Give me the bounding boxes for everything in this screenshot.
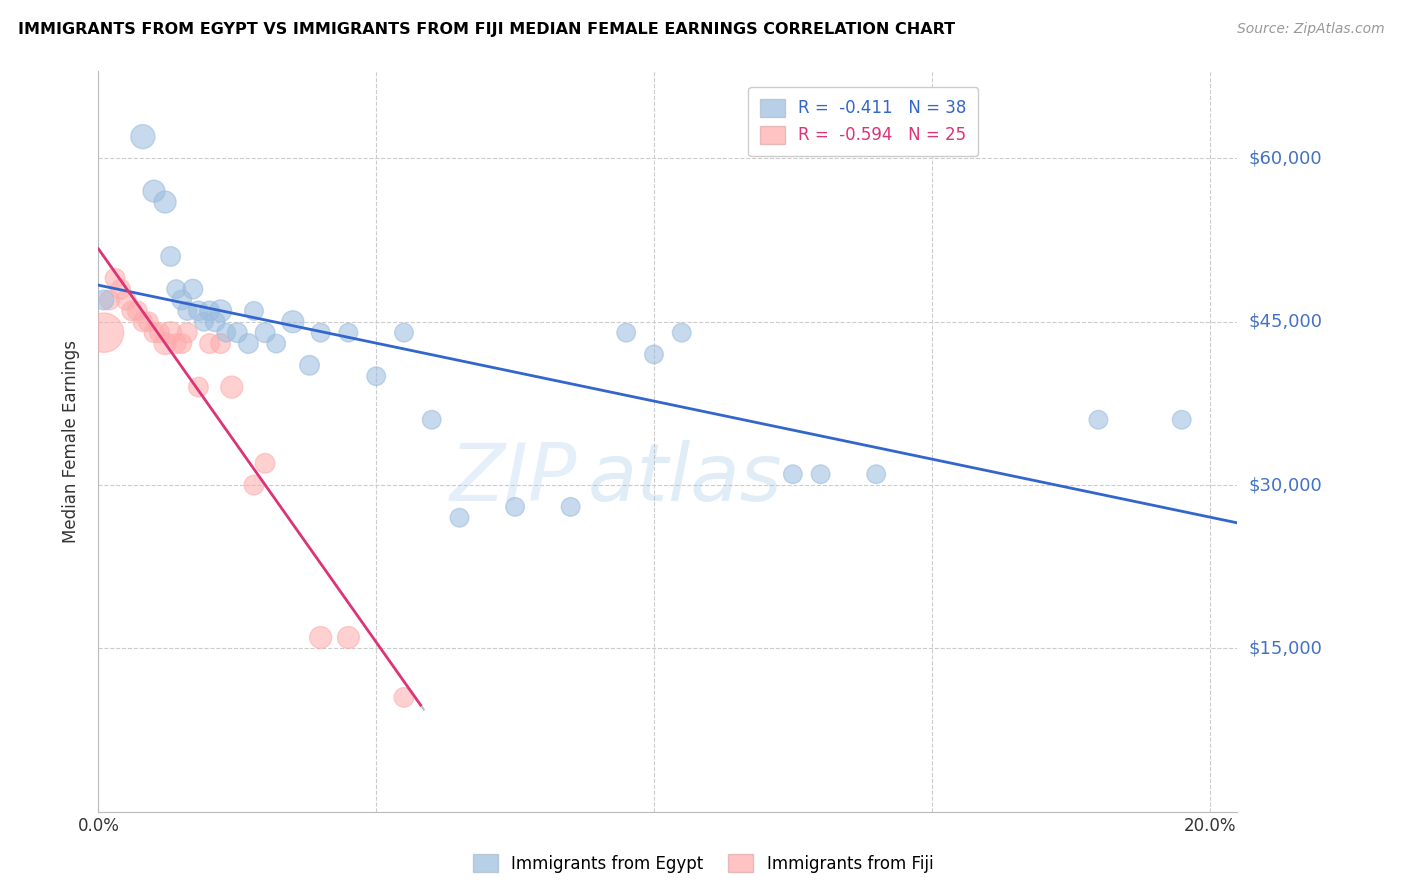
Point xyxy=(254,456,277,470)
Text: ZIP: ZIP xyxy=(450,440,576,517)
Point xyxy=(782,467,804,482)
Point xyxy=(143,326,166,340)
Point xyxy=(392,326,415,340)
Point xyxy=(226,326,249,340)
Point xyxy=(170,336,193,351)
Point xyxy=(159,250,181,264)
Point xyxy=(810,467,832,482)
Point xyxy=(93,326,115,340)
Point xyxy=(181,282,204,296)
Point xyxy=(243,304,266,318)
Text: atlas: atlas xyxy=(588,440,783,517)
Point xyxy=(560,500,582,514)
Point xyxy=(153,336,176,351)
Point xyxy=(243,478,266,492)
Point xyxy=(337,631,360,645)
Point xyxy=(392,690,415,705)
Point xyxy=(165,282,187,296)
Point xyxy=(187,380,209,394)
Point xyxy=(198,304,221,318)
Point xyxy=(865,467,887,482)
Point xyxy=(170,293,193,307)
Point xyxy=(238,336,260,351)
Point xyxy=(254,326,277,340)
Text: $15,000: $15,000 xyxy=(1249,640,1322,657)
Text: $60,000: $60,000 xyxy=(1249,150,1322,168)
Point xyxy=(198,336,221,351)
Point xyxy=(138,315,160,329)
Point xyxy=(366,369,388,384)
Point xyxy=(143,184,166,198)
Point xyxy=(264,336,287,351)
Point xyxy=(209,336,232,351)
Text: $30,000: $30,000 xyxy=(1249,476,1322,494)
Point xyxy=(1087,413,1109,427)
Point xyxy=(221,380,243,394)
Point xyxy=(1170,413,1192,427)
Point xyxy=(420,413,443,427)
Point xyxy=(159,326,181,340)
Point xyxy=(98,293,121,307)
Point xyxy=(337,326,360,340)
Point xyxy=(165,336,187,351)
Point xyxy=(209,304,232,318)
Point xyxy=(309,326,332,340)
Point xyxy=(281,315,304,329)
Y-axis label: Median Female Earnings: Median Female Earnings xyxy=(62,340,80,543)
Point xyxy=(503,500,526,514)
Point xyxy=(176,326,198,340)
Point xyxy=(104,271,127,285)
Point xyxy=(187,304,209,318)
Point xyxy=(132,129,155,144)
Point xyxy=(148,326,170,340)
Point xyxy=(93,293,115,307)
Point xyxy=(643,347,665,361)
Point xyxy=(204,315,226,329)
Point xyxy=(176,304,198,318)
Point xyxy=(115,293,138,307)
Point xyxy=(298,359,321,373)
Legend: R =  -0.411   N = 38, R =  -0.594   N = 25: R = -0.411 N = 38, R = -0.594 N = 25 xyxy=(748,87,979,156)
Point xyxy=(193,315,215,329)
Point xyxy=(215,326,238,340)
Text: IMMIGRANTS FROM EGYPT VS IMMIGRANTS FROM FIJI MEDIAN FEMALE EARNINGS CORRELATION: IMMIGRANTS FROM EGYPT VS IMMIGRANTS FROM… xyxy=(18,22,956,37)
Point xyxy=(614,326,637,340)
Text: $45,000: $45,000 xyxy=(1249,313,1323,331)
Point xyxy=(121,304,143,318)
Point xyxy=(671,326,693,340)
Point xyxy=(309,631,332,645)
Legend: Immigrants from Egypt, Immigrants from Fiji: Immigrants from Egypt, Immigrants from F… xyxy=(465,847,941,880)
Point xyxy=(132,315,155,329)
Point xyxy=(449,510,471,524)
Point xyxy=(110,282,132,296)
Point xyxy=(127,304,149,318)
Point xyxy=(153,194,176,209)
Text: Source: ZipAtlas.com: Source: ZipAtlas.com xyxy=(1237,22,1385,37)
